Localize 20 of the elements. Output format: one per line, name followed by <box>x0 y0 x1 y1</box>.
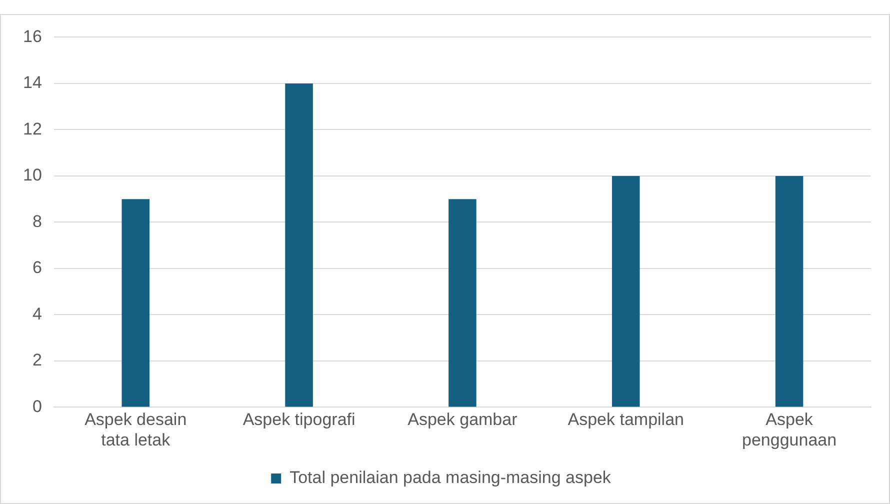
x-tick-label: Aspek desain tata letak <box>84 410 187 450</box>
y-tick-label: 12 <box>22 119 42 138</box>
y-tick-label: 6 <box>32 258 42 278</box>
y-tick-label: 0 <box>32 396 42 416</box>
y-tick-label: 2 <box>32 350 42 370</box>
y-tick-label: 4 <box>32 304 42 324</box>
bar <box>448 199 476 407</box>
bar <box>285 83 313 407</box>
x-tick-label: Aspek tipografi <box>242 410 356 430</box>
bar <box>122 199 150 407</box>
x-tick-label: Aspek tampilan <box>568 410 684 430</box>
x-tick-label: Aspek gambar <box>408 410 518 430</box>
y-tick-label: 16 <box>22 26 42 46</box>
legend-label: Total penilaian pada masing-masing aspek <box>290 468 612 488</box>
y-tick-label: 8 <box>32 212 42 231</box>
bar <box>775 176 804 407</box>
x-tick-label: Aspek penggunaan <box>742 410 837 450</box>
y-tick-label: 14 <box>22 73 42 92</box>
y-tick-label: 10 <box>22 166 42 185</box>
bar <box>612 176 640 407</box>
